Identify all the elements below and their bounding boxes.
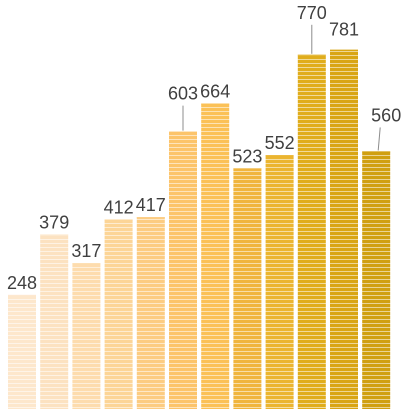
- bar-3: [72, 263, 101, 409]
- data-label-4: 412: [104, 197, 134, 217]
- data-label-9: 552: [265, 133, 295, 153]
- data-label-12: 560: [371, 105, 401, 125]
- bar-12: [362, 151, 391, 409]
- data-label-8: 523: [232, 146, 262, 166]
- leader-line-12: [377, 127, 381, 151]
- data-label-6: 603: [168, 84, 198, 104]
- data-label-2: 379: [39, 213, 69, 233]
- bar-9: [265, 155, 294, 409]
- bar-6: [169, 131, 197, 409]
- data-label-3: 317: [71, 241, 101, 261]
- bar-2: [40, 234, 69, 409]
- bar-8: [233, 168, 262, 409]
- leader-lines-layer: [182, 24, 381, 151]
- data-label-1: 248: [7, 273, 37, 293]
- data-label-5: 417: [136, 195, 166, 215]
- bar-5: [136, 217, 165, 409]
- bar-1: [8, 294, 36, 409]
- bar-7: [201, 103, 230, 409]
- data-label-11: 781: [329, 20, 359, 40]
- bars-layer: [8, 49, 391, 409]
- bar-11: [330, 49, 358, 409]
- bar-4: [104, 219, 133, 409]
- data-label-7: 664: [200, 82, 230, 102]
- data-label-10: 770: [297, 3, 327, 23]
- bar-10: [297, 54, 326, 409]
